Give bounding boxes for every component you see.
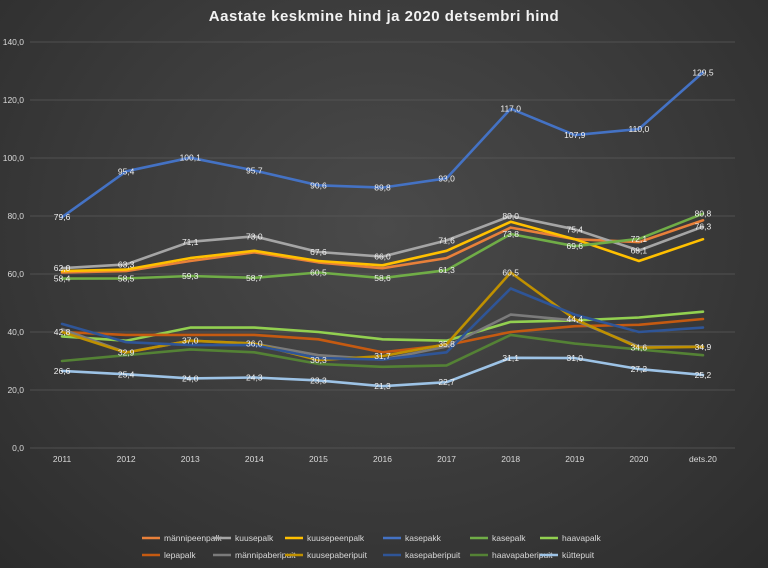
series-line — [60, 214, 705, 270]
x-tick-label: 2019 — [565, 454, 584, 464]
data-label: 31,1 — [502, 353, 519, 363]
data-label: 117,0 — [500, 104, 521, 114]
series-line — [60, 287, 705, 361]
data-label: 73,8 — [502, 229, 519, 239]
series-line — [60, 356, 705, 388]
data-label: 75,4 — [566, 224, 583, 234]
data-label: 24,3 — [246, 373, 263, 383]
data-label: 69,6 — [566, 241, 583, 251]
data-label: 89,8 — [374, 183, 391, 193]
x-tick-label: 2013 — [181, 454, 200, 464]
data-label: 90,6 — [310, 180, 327, 190]
data-label: 31,7 — [374, 351, 391, 361]
legend-label: kuusepeenpalk — [307, 533, 365, 543]
data-label: 30,3 — [310, 355, 327, 365]
data-label: 58,4 — [54, 274, 71, 284]
legend-label: kasepakk — [405, 533, 442, 543]
data-label: 95,7 — [246, 165, 263, 175]
data-label: 58,5 — [118, 273, 135, 283]
series-line — [60, 317, 705, 354]
data-label: 107,9 — [564, 130, 586, 140]
series-line — [60, 220, 705, 273]
y-tick-label: 100,0 — [3, 153, 25, 163]
data-label: 26,6 — [54, 366, 71, 376]
y-tick-label: 140,0 — [3, 37, 25, 47]
legend-label: kasepaberipuit — [405, 550, 461, 560]
x-tick-label: 2011 — [53, 454, 72, 464]
data-label: 79,6 — [54, 212, 71, 222]
data-label: 71,1 — [182, 237, 199, 247]
data-label: 62,0 — [54, 263, 71, 273]
legend-label: haavapalk — [562, 533, 602, 543]
data-label: 80,8 — [695, 209, 712, 219]
x-tick-label: 2016 — [373, 454, 392, 464]
data-label: 34,9 — [695, 342, 712, 352]
x-tick-label: 2014 — [245, 454, 264, 464]
x-tick-label: 2017 — [437, 454, 456, 464]
data-label: 60,5 — [310, 268, 327, 278]
legend-label: kuusepalk — [235, 533, 274, 543]
x-tick-label: 2018 — [501, 454, 520, 464]
data-label: 63,3 — [118, 259, 135, 269]
data-label: 72,1 — [631, 234, 648, 244]
data-label: 61,3 — [438, 265, 455, 275]
data-label: 22,7 — [438, 377, 455, 387]
legend-label: kuusepaberipuit — [307, 550, 368, 560]
y-tick-label: 80,0 — [7, 211, 24, 221]
data-label: 25,2 — [695, 370, 712, 380]
data-label: 67,6 — [310, 247, 327, 257]
data-label: 21,3 — [374, 381, 391, 391]
data-label: 37,0 — [182, 336, 199, 346]
data-label: 110,0 — [629, 124, 650, 134]
data-label: 44,4 — [566, 314, 583, 324]
data-label: 25,4 — [118, 369, 135, 379]
data-label: 93,0 — [438, 173, 455, 183]
series-line — [60, 212, 705, 280]
data-label: 34,6 — [631, 343, 648, 353]
data-label: 60,5 — [502, 268, 519, 278]
legend-label: haavapaberipuit — [492, 550, 553, 560]
x-tick-label: 2015 — [309, 454, 328, 464]
data-label: 23,3 — [310, 375, 327, 385]
data-label: 35,8 — [438, 339, 455, 349]
series-line — [60, 219, 705, 274]
data-label: 76,3 — [695, 222, 712, 232]
chart-title: Aastate keskmine hind ja 2020 detsembri … — [208, 8, 560, 25]
x-tick-label: 2020 — [629, 454, 648, 464]
data-label: 32,9 — [118, 348, 135, 358]
y-tick-label: 0,0 — [12, 443, 24, 453]
y-tick-label: 60,0 — [7, 269, 24, 279]
y-tick-label: 120,0 — [3, 95, 25, 105]
x-tick-label: dets.20 — [689, 454, 717, 464]
legend-label: männipeenpalk — [164, 533, 222, 543]
y-tick-label: 40,0 — [7, 327, 24, 337]
data-label: 68,1 — [631, 246, 648, 256]
data-label: 100,1 — [180, 153, 202, 163]
data-label: 58,6 — [374, 273, 391, 283]
data-label: 80,0 — [502, 211, 519, 221]
data-label: 36,0 — [246, 339, 263, 349]
data-label: 27,2 — [631, 364, 648, 374]
data-label: 73,0 — [246, 231, 263, 241]
legend-label: lepapalk — [164, 550, 196, 560]
data-label: 24,0 — [182, 373, 199, 383]
legend-label: männipaberipuit — [235, 550, 296, 560]
legend-label: kasepalk — [492, 533, 526, 543]
data-label: 42,8 — [54, 327, 71, 337]
data-label: 66,0 — [374, 252, 391, 262]
x-tick-label: 2012 — [117, 454, 136, 464]
data-label: 58,7 — [246, 273, 263, 283]
data-label: 59,3 — [182, 271, 199, 281]
data-label: 95,4 — [118, 166, 135, 176]
data-label: 129,5 — [692, 67, 714, 77]
data-label: 31,0 — [566, 353, 583, 363]
data-label: 71,6 — [438, 235, 455, 245]
series-line — [60, 333, 705, 369]
y-tick-label: 20,0 — [7, 385, 24, 395]
series-line — [60, 71, 705, 219]
legend-label: küttepuit — [562, 550, 595, 560]
